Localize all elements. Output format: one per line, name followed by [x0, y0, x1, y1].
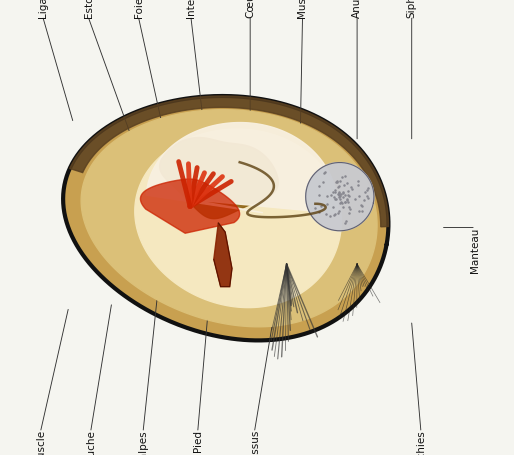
Text: Anus: Anus — [352, 0, 362, 18]
Text: Manteau: Manteau — [470, 228, 481, 273]
Text: Foie: Foie — [134, 0, 144, 18]
Polygon shape — [63, 96, 389, 340]
Text: Siphon: Siphon — [407, 0, 417, 18]
Polygon shape — [70, 96, 389, 227]
Text: Muscle: Muscle — [298, 0, 307, 18]
Polygon shape — [135, 129, 341, 308]
Polygon shape — [214, 223, 232, 287]
Text: Palpes: Palpes — [138, 430, 148, 455]
Text: Ligament: Ligament — [38, 0, 48, 18]
Text: Pied: Pied — [193, 430, 203, 452]
Text: Intestin: Intestin — [186, 0, 196, 18]
Text: Muscle: Muscle — [36, 430, 46, 455]
Polygon shape — [146, 122, 338, 213]
Text: Branchies: Branchies — [416, 430, 426, 455]
Polygon shape — [306, 162, 374, 231]
Text: Byssus: Byssus — [250, 430, 260, 455]
Text: Cœur: Cœur — [245, 0, 255, 18]
Polygon shape — [81, 110, 377, 327]
Polygon shape — [140, 179, 240, 233]
Text: Estomac: Estomac — [84, 0, 94, 18]
Polygon shape — [160, 137, 278, 219]
Text: Bouche: Bouche — [86, 430, 96, 455]
